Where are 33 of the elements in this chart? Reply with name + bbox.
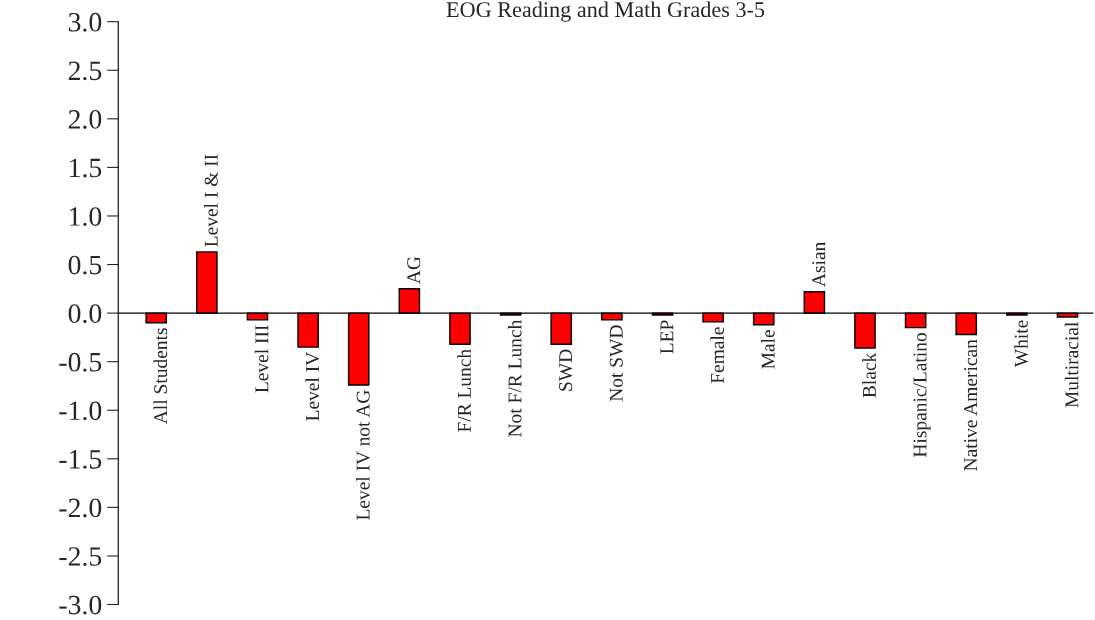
x-tick-label: SWD <box>559 349 573 391</box>
x-tick-label: Female <box>710 327 725 384</box>
x-tick-label: Level IV not AG <box>355 390 370 520</box>
y-tick-label: 0.0 <box>68 304 102 324</box>
x-tick-label: Native American <box>964 339 978 471</box>
y-tick-label: -2.5 <box>59 547 102 566</box>
y-tick-label: 1.5 <box>70 158 102 178</box>
y-tick-label: -1.5 <box>59 450 102 469</box>
y-tick-label: -3.0 <box>59 595 102 615</box>
x-tick-label: All Students <box>153 328 168 424</box>
x-tick-label: Multiracial <box>1064 322 1079 408</box>
x-tick-label: Level IV <box>305 351 320 421</box>
y-tick-label: -2.0 <box>59 498 102 518</box>
x-tick-label: White <box>1014 320 1028 368</box>
x-tick-label: Level III <box>254 325 269 393</box>
x-tick-label: Black <box>862 352 876 398</box>
x-tick-label: Hispanic/Latino <box>913 333 931 458</box>
y-tick-label: 2.0 <box>68 110 102 129</box>
chart-title: EOG Reading and Math Grades 3-5 <box>446 1 765 22</box>
y-tick-label: 3.0 <box>68 12 102 32</box>
y-tick-label: 0.5 <box>68 255 102 275</box>
x-tick-label: Asian <box>812 242 826 287</box>
x-tick-label: Not SWD <box>609 325 623 402</box>
y-tick-label: 1.0 <box>70 207 102 226</box>
y-tick-label: 2.5 <box>68 61 102 81</box>
x-tick-label: Male <box>761 330 775 369</box>
y-tick-label: -1.0 <box>59 401 102 421</box>
y-tick-label: -0.5 <box>59 352 102 372</box>
x-tick-label: AG <box>407 256 421 284</box>
x-tick-label: F/R Lunch <box>457 349 471 433</box>
x-tick-label: LEP <box>660 320 674 354</box>
x-tick-label: Not F/R Lunch <box>507 319 522 437</box>
x-tick-label: Level I & II <box>204 154 218 247</box>
